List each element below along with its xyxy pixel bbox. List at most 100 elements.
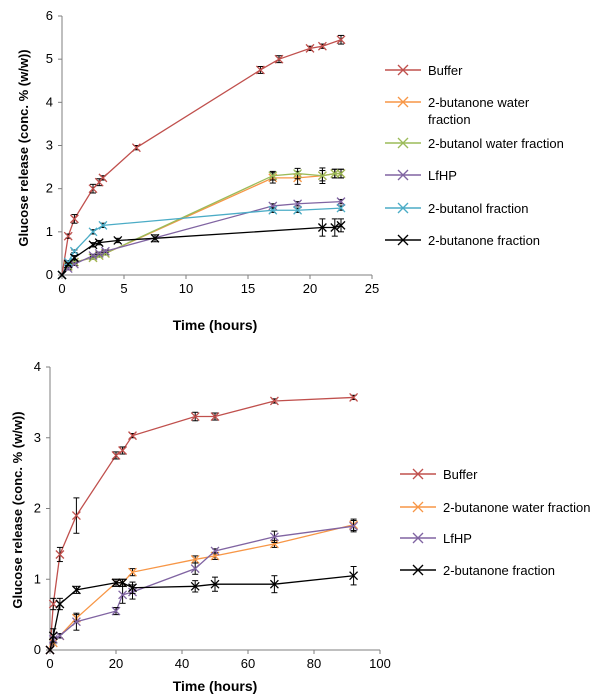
top-chart-data-point [268,171,278,181]
top-chart-series-3 [57,197,346,280]
top-chart-y-axis-label: Glucose release (conc. % (w/w)) [16,49,31,246]
top-chart-data-point [113,236,123,245]
bottom-chart-legend-label: 2-butanone water fraction [443,500,590,515]
top-chart-legend-marker [397,202,409,214]
top-chart-legend-marker [397,169,409,181]
bottom-chart-data-point [111,450,121,460]
top-chart-legend-item: LfHP [385,168,457,183]
bottom-chart-data-point [45,645,55,655]
top-chart-legend-label: 2-butanone water [428,95,530,110]
top-chart-x-tick-label: 10 [179,281,193,296]
bottom-chart-legend-marker [412,468,424,480]
top-chart-data-point [317,223,327,232]
top-chart-legend-marker [397,234,409,246]
top-chart-data-point [69,214,79,224]
top-chart-data-point [69,246,79,256]
top-chart-data-point [293,169,303,179]
bottom-chart-data-point [118,578,128,588]
top-chart-legend-item: 2-butanone fraction [385,233,540,248]
top-chart-data-point [293,199,303,209]
bottom-chart-legend-item: 2-butanone fraction [400,563,555,578]
bottom-chart-data-point [210,546,220,556]
top-chart-data-point [317,171,327,181]
top-chart-data-point [63,231,73,241]
bottom-chart-y-tick-label: 2 [34,501,41,516]
bottom-chart-legend-item: 2-butanone water fraction [400,500,590,515]
bottom-chart-series-line [49,575,354,651]
bottom-chart-data-point [269,579,279,589]
bottom-chart-legend-label: Buffer [443,467,478,482]
top-chart-y-tick-label: 6 [46,8,53,23]
bottom-chart-x-tick-label: 20 [109,656,123,671]
bottom-chart-legend-item: Buffer [400,467,478,482]
top-chart-data-point [274,54,284,64]
bottom-chart-y-tick-label: 3 [34,430,41,445]
bottom-chart-data-point [118,446,128,455]
top-chart-data-point [336,203,346,213]
bottom-chart-data-point [190,564,200,574]
top-chart-legend-marker [397,137,409,149]
top-chart-y-tick-label: 2 [46,181,53,196]
bottom-chart-data-point [48,599,58,609]
top-chart-data-point [131,143,141,153]
top-chart-x-tick-label: 15 [241,281,255,296]
top-chart-data-point [336,35,346,45]
bottom-chart-data-point [71,617,81,627]
top-chart-data-point [305,43,315,53]
top-chart-data-point [336,220,346,230]
top-chart-legend-marker [397,64,409,76]
top-chart-data-point [336,197,346,207]
top-chart-legend-label: 2-butanol fraction [428,201,528,216]
bottom-chart-legend-marker [412,564,424,576]
bottom-chart-data-point [55,599,65,609]
bottom-chart-data-point [210,579,220,589]
top-chart-legend-label: 2-butanol water fraction [428,136,564,151]
bottom-chart-x-tick-label: 40 [175,656,189,671]
top-chart-legend-item: 2-butanol water fraction [385,136,564,151]
top-chart-data-point [98,173,108,183]
top-chart-data-point [255,65,265,75]
top-chart-y-tick-label: 5 [46,51,53,66]
top-chart-data-point [268,201,278,211]
bottom-chart-series-line [49,525,354,651]
bottom-chart-series-line [49,396,354,651]
bottom-chart-legend-marker [412,501,424,513]
bottom-chart-y-tick-label: 0 [34,642,41,657]
top-chart-data-point [317,41,327,51]
bottom-chart-data-point [111,606,121,616]
bottom-chart-x-tick-label: 100 [369,656,391,671]
bottom-chart-series-3 [45,566,359,655]
bottom-chart-data-point [118,590,128,600]
top-chart-legend-label-cont: fraction [428,112,471,127]
bottom-chart-data-point [128,431,137,441]
bottom-chart-data-point [71,585,81,595]
bottom-chart-data-point [128,567,137,577]
bottom-chart-legend-label: 2-butanone fraction [443,563,555,578]
top-chart-data-point [94,238,104,248]
top-chart-legend-item: Buffer [385,63,463,78]
bottom-chart-data-point [128,583,137,593]
bottom-chart-data-point [190,581,200,591]
top-chart-data-point [336,169,346,179]
bottom-chart-data-point [210,412,220,421]
top-chart-x-tick-label: 0 [58,281,65,296]
top-chart-data-point [69,253,79,263]
bottom-chart-data-point [111,578,121,588]
bottom-chart-data-point [55,631,65,641]
top-chart-x-tick-label: 5 [120,281,127,296]
top-chart-data-point [268,205,278,215]
top-chart-data-point [88,227,98,237]
top-chart-data-point [100,246,110,256]
top-chart-series-2 [57,167,346,280]
bottom-chart-x-tick-label: 80 [307,656,321,671]
bottom-chart-data-point [48,631,58,641]
bottom-chart-series-line [49,524,354,651]
bottom-chart-data-point [190,554,200,564]
bottom-chart-legend-marker [412,532,424,544]
bottom-chart-data-point [269,532,279,542]
bottom-chart-y-tick-label: 1 [34,571,41,586]
top-chart-data-point [57,270,67,280]
top-chart-y-tick-label: 1 [46,224,53,239]
top-chart-y-tick-label: 3 [46,138,53,153]
